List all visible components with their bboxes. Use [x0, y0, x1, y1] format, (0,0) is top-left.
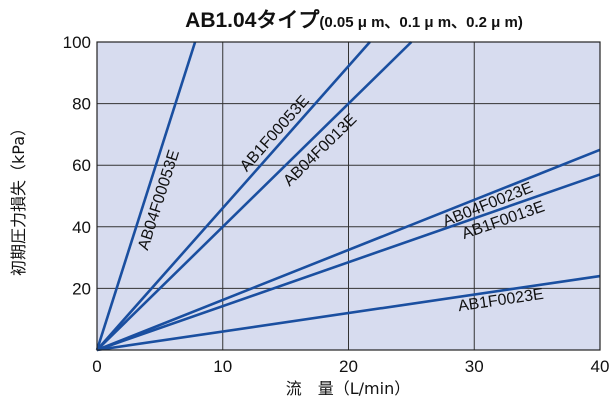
grid-lines: [97, 42, 600, 350]
series-line: [96, 173, 601, 352]
y-tick-label: 20: [72, 279, 91, 298]
y-tick-label: 40: [72, 218, 91, 237]
x-tick-label: 20: [339, 357, 358, 376]
series-line: [96, 41, 413, 351]
series-line: [95, 41, 197, 351]
chart-title: AB1.04タイプ: [185, 9, 320, 32]
series-lines: [95, 41, 601, 352]
series-line: [96, 274, 601, 352]
chart-title-group: AB1.04タイプ(0.05 μ m、0.1 μ m、0.2 μ m): [185, 9, 523, 32]
y-tick-label: 80: [72, 95, 91, 114]
y-tick-label: 100: [63, 33, 91, 52]
plot-frame: [96, 41, 601, 351]
x-tick-label: 40: [591, 357, 610, 376]
chart-subtitle: (0.05 μ m、0.1 μ m、0.2 μ m): [319, 14, 522, 31]
x-tick-label: 0: [92, 357, 101, 376]
tick-labels: 0 10 20 30 40 20 40 60 80 100: [63, 33, 610, 376]
x-tick-label: 30: [465, 357, 484, 376]
series-line: [96, 148, 601, 352]
y-axis-label: 初期圧力損失（kPa）: [9, 120, 28, 276]
x-tick-label: 10: [213, 357, 232, 376]
series-line: [96, 41, 371, 351]
x-axis-label: 流 量（L/min）: [286, 379, 410, 398]
y-tick-label: 60: [72, 156, 91, 175]
